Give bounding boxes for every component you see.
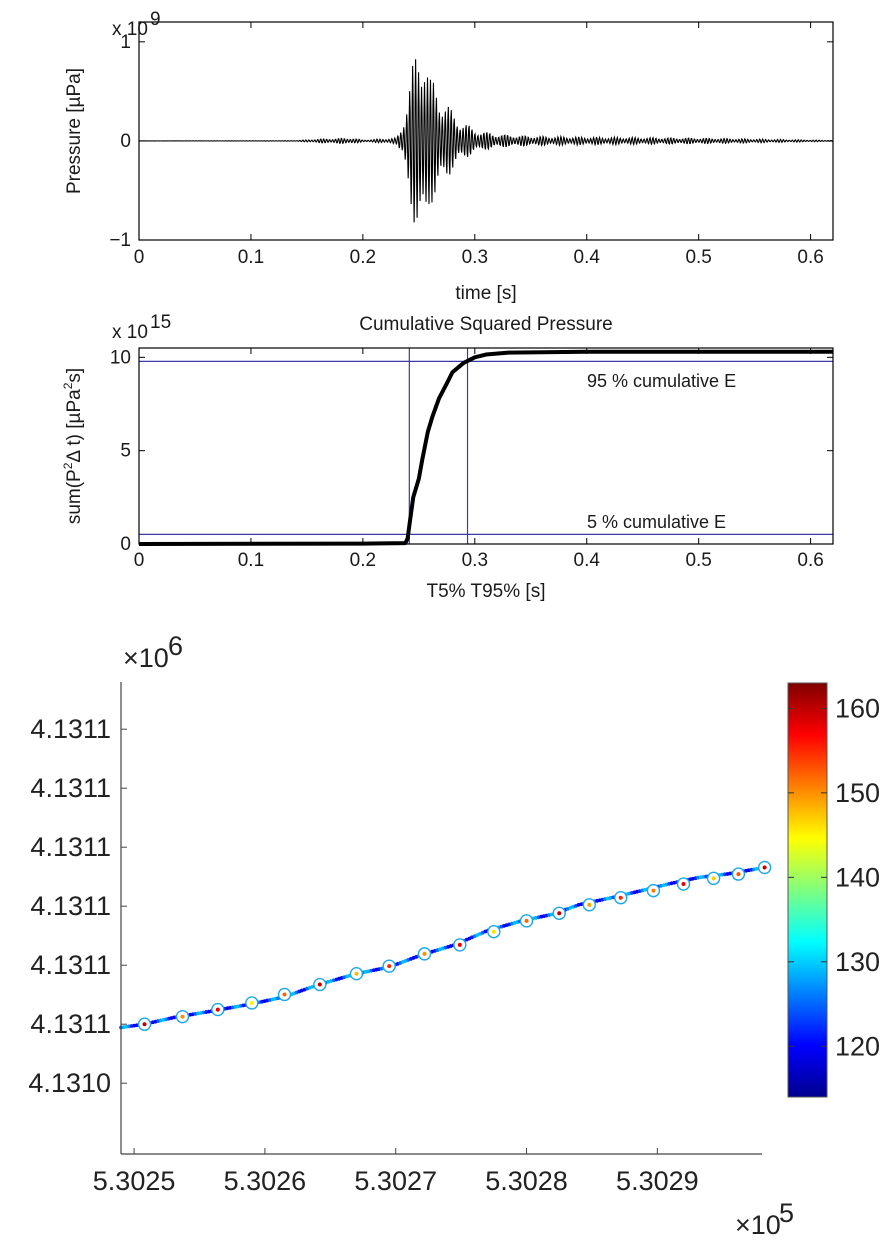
cumulative-x-tick-label: 0.4 [574, 550, 601, 571]
pressure-x-tick-label: 0.6 [797, 247, 823, 268]
cumulative-x-tick-label: 0 [134, 550, 145, 571]
colorbar [787, 682, 828, 1098]
pressure-x-tick-label: 0.5 [685, 247, 711, 268]
cumulative-exponent-base: x 10 [112, 322, 148, 343]
track-x-tick-label: 5.3026 [224, 1166, 307, 1196]
annotation-5-percent: 5 % cumulative E [587, 512, 726, 532]
cumulative-series-line [138, 349, 833, 546]
highlighted-point-center [317, 982, 322, 987]
pressure-tick-layer: 0 0.1 0.2 0.3 0.4 0.5 0.6−101 [109, 22, 833, 268]
track-y-tick-label: 4.1311 [30, 832, 111, 862]
cumulative-y-tick-label: 5 [120, 441, 131, 462]
pressure-chart: 0 0.1 0.2 0.3 0.4 0.5 0.6−101 x 10 9 Pressure … [64, 9, 834, 304]
ylabel-sup-1: 2 [61, 462, 75, 469]
colorbar-tick-label: 140 [835, 862, 880, 892]
pressure-x-tick-label: 0.1 [238, 247, 264, 268]
track-y-tick-label: 4.1311 [30, 714, 111, 744]
cumulative-y-tick-label: 0 [120, 534, 131, 555]
ylabel-part-2: Δ t) [µPa [64, 389, 85, 463]
colorbar-tick-label: 160 [835, 693, 880, 723]
highlighted-point-center [180, 1014, 185, 1019]
highlighted-point-center [354, 971, 359, 976]
track-x-tick-label: 5.3027 [354, 1166, 437, 1196]
highlighted-point-center [557, 911, 562, 916]
highlighted-point-center [457, 942, 462, 947]
highlighted-point-center [736, 872, 741, 877]
highlighted-point-center [282, 992, 287, 997]
cumulative-x-tick-label: 0.3 [462, 550, 488, 571]
pressure-exponent-value: 9 [150, 9, 161, 30]
highlighted-point-center [249, 1000, 254, 1005]
pressure-y-axis-label: Pressure [µPa] [64, 68, 85, 194]
highlighted-point-center [762, 865, 767, 870]
track-scatter-chart: 5.3025 5.3026 5.3027 5.3028 5.3029 4.1311 4.13… [28, 631, 880, 1240]
pressure-y-tick-label: 1 [120, 32, 131, 53]
cumulative-exponent-value: 15 [150, 312, 171, 333]
highlighted-point-center [524, 918, 529, 923]
highlighted-point-center [142, 1022, 147, 1027]
track-y-tick-label: 4.1311 [30, 773, 111, 803]
track-x-tick-label: 5.3029 [616, 1166, 699, 1196]
track-y-tick-label: 4.1311 [30, 1009, 111, 1039]
cumulative-x-axis-label: T5% T95% [s] [427, 581, 546, 602]
highlighted-point-center [491, 929, 496, 934]
cumulative-plot-frame [138, 347, 834, 545]
track-y-exponent-base: ×10 [123, 643, 169, 673]
pressure-exponent-base: x 10 [112, 19, 148, 40]
highlighted-point-center [651, 888, 656, 893]
highlighted-point-center [215, 1007, 220, 1012]
cumulative-chart: 0 0.1 0.2 0.3 0.4 0.5 0.6 0 5 10 x 10 15 Cumulati… [61, 312, 834, 602]
ylabel-part-3: s] [64, 368, 85, 383]
colorbar-tick-label: 130 [835, 947, 880, 977]
cumulative-x-tick-label: 0.5 [685, 550, 711, 571]
highlighted-point-center [387, 964, 392, 969]
pressure-x-axis-label: time [s] [455, 283, 516, 304]
cumulative-trace-layer [138, 348, 833, 546]
colorbar-tick-label: 120 [835, 1031, 880, 1061]
cumulative-tick-layer: 0 0.1 0.2 0.3 0.4 0.5 0.6 0 5 10 [110, 347, 833, 571]
track-y-tick-label: 4.1310 [28, 1068, 111, 1098]
highlighted-point-center [681, 882, 686, 887]
pressure-y-tick-label: −1 [109, 230, 131, 251]
track-tick-layer: 5.3025 5.3026 5.3027 5.3028 5.3029 4.1311 4.13… [28, 714, 698, 1196]
colorbar-tick-label: 150 [835, 778, 880, 808]
track-trace-layer [119, 860, 772, 1031]
track-y-exponent-value: 6 [168, 631, 183, 661]
track-x-exponent-value: 5 [779, 1198, 794, 1228]
cumulative-y-axis-label: sum(P2Δ t) [µPa2s] [61, 368, 85, 524]
highlighted-point-center [711, 876, 716, 881]
ylabel-part-1: sum(P [64, 469, 85, 524]
colorbar-tick-layer: 120 130 140 150 160 [788, 693, 880, 1061]
pressure-x-tick-label: 0.4 [574, 247, 601, 268]
cumulative-x-tick-label: 0.6 [797, 550, 823, 571]
pressure-x-tick-label: 0.2 [350, 247, 376, 268]
track-x-tick-label: 5.3028 [485, 1166, 568, 1196]
annotation-95-percent: 95 % cumulative E [587, 371, 736, 391]
track-x-tick-label: 5.3025 [93, 1166, 176, 1196]
ylabel-sup-2: 2 [61, 382, 75, 389]
pressure-x-tick-label: 0.3 [462, 247, 488, 268]
cumulative-x-tick-label: 0.2 [350, 550, 376, 571]
track-y-tick-label: 4.1311 [30, 891, 111, 921]
cumulative-chart-title: Cumulative Squared Pressure [359, 314, 612, 335]
highlighted-point-center [587, 902, 592, 907]
pressure-plot-frame [138, 21, 834, 241]
pressure-x-tick-label: 0 [134, 247, 145, 268]
track-x-exponent-base: ×10 [735, 1210, 781, 1240]
highlighted-point-center [422, 951, 427, 956]
cumulative-x-tick-label: 0.1 [238, 550, 264, 571]
pressure-series-line [139, 59, 834, 223]
pressure-trace-layer [139, 59, 834, 223]
cumulative-y-tick-label: 10 [110, 347, 131, 368]
pressure-y-tick-label: 0 [120, 131, 131, 152]
track-y-tick-label: 4.1311 [30, 950, 111, 980]
highlighted-point-center [618, 895, 623, 900]
